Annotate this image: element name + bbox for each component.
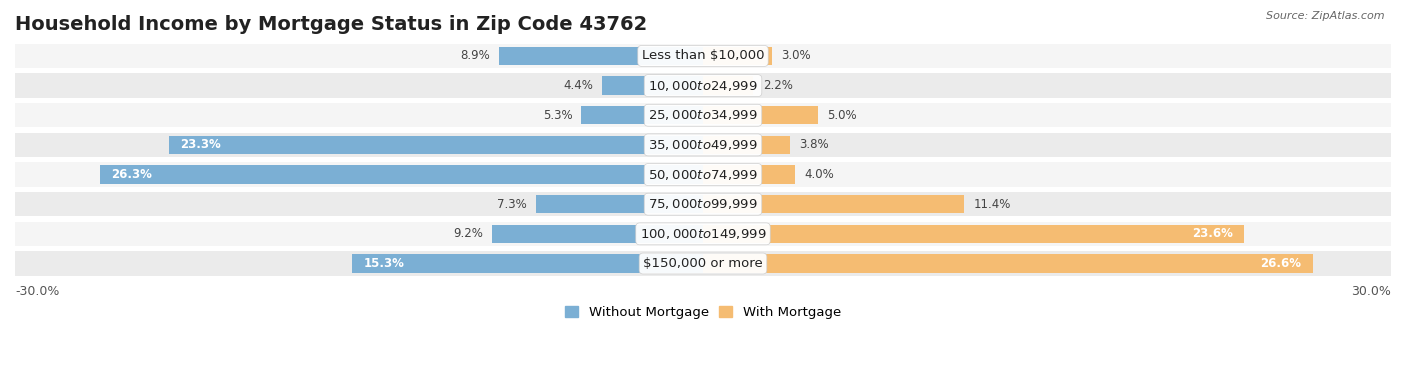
Bar	[703, 225, 1244, 243]
Text: 26.3%: 26.3%	[111, 168, 152, 181]
Text: Source: ZipAtlas.com: Source: ZipAtlas.com	[1267, 11, 1385, 21]
Text: 15.3%: 15.3%	[364, 257, 405, 270]
Bar	[492, 225, 703, 243]
Text: $35,000 to $49,999: $35,000 to $49,999	[648, 138, 758, 152]
Bar	[15, 133, 1391, 157]
Bar	[15, 192, 1391, 216]
Bar	[499, 47, 703, 65]
Text: $10,000 to $24,999: $10,000 to $24,999	[648, 78, 758, 93]
Text: $50,000 to $74,999: $50,000 to $74,999	[648, 167, 758, 182]
Text: 7.3%: 7.3%	[496, 198, 526, 211]
Text: $75,000 to $99,999: $75,000 to $99,999	[648, 197, 758, 211]
Text: $150,000 or more: $150,000 or more	[643, 257, 763, 270]
Bar	[15, 74, 1391, 98]
Bar	[582, 106, 703, 124]
Bar	[703, 136, 790, 154]
Text: 30.0%: 30.0%	[1351, 285, 1391, 297]
Text: 3.0%: 3.0%	[780, 49, 811, 63]
Text: 4.0%: 4.0%	[804, 168, 834, 181]
Bar	[169, 136, 703, 154]
Text: 3.8%: 3.8%	[800, 138, 830, 152]
Text: 23.3%: 23.3%	[180, 138, 221, 152]
Bar	[703, 106, 818, 124]
Text: Less than $10,000: Less than $10,000	[641, 49, 765, 63]
Text: Household Income by Mortgage Status in Zip Code 43762: Household Income by Mortgage Status in Z…	[15, 15, 647, 34]
Text: $25,000 to $34,999: $25,000 to $34,999	[648, 108, 758, 122]
Text: $100,000 to $149,999: $100,000 to $149,999	[640, 227, 766, 241]
Bar	[703, 166, 794, 184]
Text: 4.4%: 4.4%	[562, 79, 593, 92]
Text: 5.0%: 5.0%	[827, 109, 856, 122]
Text: 11.4%: 11.4%	[973, 198, 1011, 211]
Text: 26.6%: 26.6%	[1261, 257, 1302, 270]
Bar	[15, 222, 1391, 246]
Bar	[15, 162, 1391, 187]
Bar	[703, 77, 754, 95]
Bar	[15, 251, 1391, 276]
Bar	[15, 103, 1391, 127]
Bar	[703, 195, 965, 213]
Bar	[536, 195, 703, 213]
Legend: Without Mortgage, With Mortgage: Without Mortgage, With Mortgage	[560, 300, 846, 324]
Bar	[100, 166, 703, 184]
Bar	[15, 44, 1391, 68]
Bar	[703, 47, 772, 65]
Text: 8.9%: 8.9%	[460, 49, 489, 63]
Bar	[352, 254, 703, 273]
Text: 9.2%: 9.2%	[453, 227, 482, 241]
Text: 5.3%: 5.3%	[543, 109, 572, 122]
Bar	[703, 254, 1313, 273]
Text: -30.0%: -30.0%	[15, 285, 59, 297]
Bar	[602, 77, 703, 95]
Text: 23.6%: 23.6%	[1192, 227, 1233, 241]
Text: 2.2%: 2.2%	[762, 79, 793, 92]
